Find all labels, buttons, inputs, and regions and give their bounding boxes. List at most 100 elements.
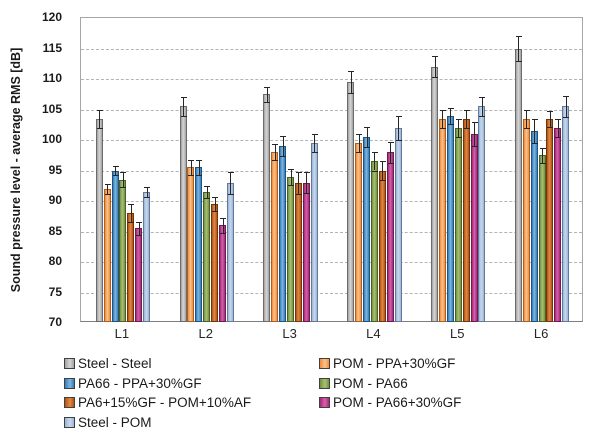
error-bar-cap	[136, 234, 143, 236]
error-bar-cap	[395, 140, 402, 141]
y-tick-label: 100	[41, 132, 62, 146]
bar-L1-series-1	[103, 188, 111, 322]
legend-swatch	[64, 358, 75, 369]
error-bar	[99, 109, 101, 128]
error-bar	[190, 159, 192, 176]
error-bar-cap	[104, 183, 111, 185]
error-bar-cap	[387, 162, 394, 164]
error-bar-cap	[180, 97, 187, 99]
error-bar	[450, 107, 452, 124]
error-bar-cap	[563, 116, 570, 118]
error-bar-cap	[112, 175, 119, 177]
legend-label: Steel - Steel	[78, 356, 152, 371]
bar-L3-series-1	[271, 152, 279, 322]
error-bar-cap	[136, 222, 143, 224]
legend-label: PA6+15%GF - POM+10%AF	[78, 395, 252, 410]
error-bar	[183, 97, 185, 116]
error-bar-cap	[272, 160, 279, 162]
legend-label: POM - PA66	[333, 375, 408, 391]
error-bar	[298, 171, 300, 194]
error-bar-cap	[547, 126, 554, 128]
error-bar	[274, 144, 276, 161]
error-bar-cap	[204, 197, 211, 199]
error-bar-cap	[204, 185, 211, 187]
error-bar	[549, 110, 551, 127]
bar-L3-series-5	[302, 182, 310, 322]
error-bar	[474, 121, 476, 147]
error-bar-cap	[212, 196, 219, 198]
legend-swatch	[319, 397, 330, 408]
legend-item: POM - PA66+30%GF	[319, 395, 461, 410]
x-tick-label-L1: L1	[114, 326, 130, 341]
y-tick-label: 75	[48, 284, 62, 299]
error-bar-cap	[555, 118, 562, 120]
y-tick-label: 85	[48, 223, 62, 238]
bar-L1-series-5	[135, 228, 143, 322]
bar-L6-series-3	[538, 155, 546, 322]
legend-label: PA66 - PPA+30%GF	[78, 375, 202, 391]
error-bar-cap	[455, 118, 462, 120]
error-bar	[206, 185, 208, 198]
error-bar-cap	[364, 147, 371, 149]
error-bar-cap	[227, 171, 234, 173]
gridline	[81, 79, 582, 80]
error-bar-cap	[348, 93, 355, 95]
error-bar-cap	[379, 180, 386, 182]
gridline	[81, 140, 582, 141]
error-bar-cap	[212, 211, 219, 213]
error-bar-cap	[144, 196, 151, 198]
legend-swatch	[319, 358, 330, 369]
error-bar-cap	[303, 193, 310, 195]
error-bar-cap	[196, 160, 203, 162]
bar-L5-series-5	[470, 133, 478, 322]
error-bar-cap	[432, 56, 439, 58]
gridline	[81, 201, 582, 202]
error-bar-cap	[96, 127, 103, 129]
x-tick-label-L3: L3	[282, 326, 297, 341]
bar-L5-series-3	[454, 127, 462, 322]
bar-L3-series-6	[310, 143, 318, 322]
error-bar-cap	[523, 109, 530, 111]
bar-L2-series-4	[211, 204, 219, 322]
error-bar-cap	[387, 141, 394, 143]
gridline	[81, 262, 582, 263]
bar-L6-series-6	[562, 106, 570, 322]
x-tick-label-L5: L5	[450, 326, 465, 341]
error-bar-cap	[220, 232, 227, 234]
bar-L4-series-4	[378, 170, 386, 322]
error-bar	[146, 186, 148, 197]
legend-item: Steel - Steel	[64, 356, 152, 371]
error-bar-cap	[531, 118, 538, 120]
error-bar-cap	[531, 143, 538, 145]
x-tick-label-L2: L2	[198, 326, 213, 341]
bar-L2-series-0	[179, 106, 187, 322]
error-bar-cap	[539, 147, 546, 149]
error-bar-cap	[311, 133, 318, 135]
error-bar	[306, 172, 308, 194]
error-bar-cap	[120, 172, 127, 174]
error-bar	[366, 126, 368, 148]
error-bar-cap	[379, 160, 386, 162]
bar-L6-series-5	[554, 127, 562, 322]
error-bar-cap	[120, 186, 127, 188]
bar-L5-series-6	[478, 106, 486, 322]
error-bar-cap	[280, 156, 287, 158]
error-bar-cap	[447, 123, 454, 125]
error-bar-cap	[227, 193, 234, 195]
error-bar-cap	[188, 175, 195, 177]
error-bar-cap	[128, 204, 135, 206]
error-bar-cap	[264, 101, 271, 103]
legend-swatch	[64, 397, 75, 408]
error-bar-cap	[371, 152, 378, 154]
error-bar	[115, 165, 117, 176]
legend-swatch	[64, 416, 75, 428]
y-tick-label: 115	[42, 40, 62, 55]
y-tick-label: 95	[48, 162, 62, 177]
bar-L5-series-1	[438, 118, 446, 322]
error-bar	[374, 152, 376, 171]
error-bar-cap	[371, 170, 378, 172]
bar-L4-series-3	[370, 161, 378, 322]
legend-item: POM - PPA+30%GF	[319, 356, 455, 371]
error-bar-cap	[471, 121, 478, 123]
